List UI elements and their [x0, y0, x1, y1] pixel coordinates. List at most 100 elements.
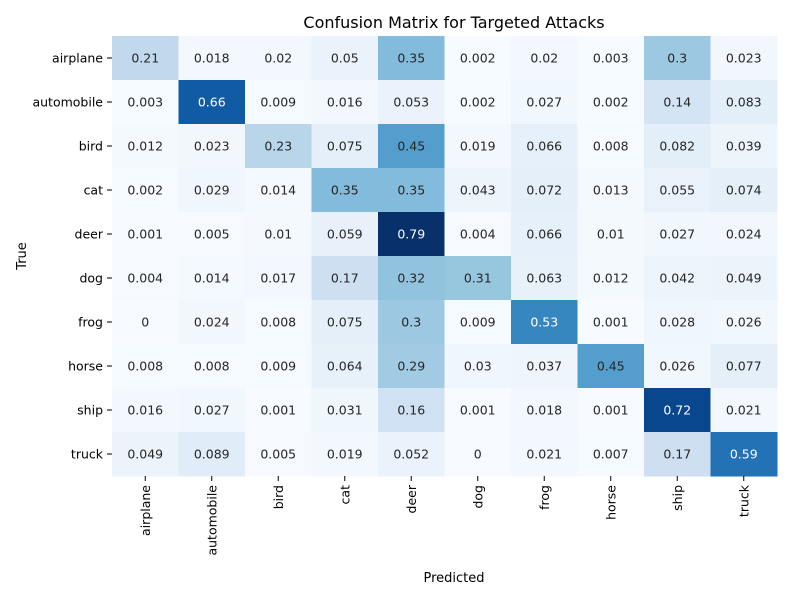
heatmap-cell — [378, 168, 445, 213]
cell-value-label: 0.064 — [327, 359, 363, 374]
cell-value-label: 0.008 — [194, 359, 230, 374]
cell-value-label: 0.008 — [593, 139, 629, 154]
cell-value-label: 0.055 — [659, 183, 695, 198]
cell-value-label: 0.004 — [460, 227, 496, 242]
heatmap-cell — [444, 256, 512, 301]
heatmap-cell — [644, 300, 711, 345]
heatmap-cell — [710, 388, 778, 433]
cell-value-label: 0.014 — [260, 183, 296, 198]
cell-value-label: 0.074 — [726, 183, 762, 198]
cell-value-label: 0.042 — [659, 271, 695, 286]
heatmap-cell — [710, 432, 778, 477]
cell-value-label: 0.016 — [327, 95, 363, 110]
cell-value-label: 0.001 — [593, 403, 629, 418]
heatmap-cell — [378, 124, 445, 169]
heatmap-cell — [245, 124, 312, 169]
cell-value-label: 0.039 — [726, 139, 762, 154]
heatmap-cells: 0.21 0.018 0.02 0.05 0.35 0.002 0.02 0.003 0.3 0.… — [112, 36, 778, 477]
x-tick-label: airplane — [138, 485, 153, 536]
cell-value-label: 0.45 — [397, 139, 425, 154]
cell-value-label: 0.3 — [667, 51, 687, 66]
heatmap-cell — [245, 300, 312, 345]
heatmap-cell — [511, 36, 578, 81]
heatmap-cell — [245, 388, 312, 433]
heatmap-cell — [112, 36, 179, 81]
heatmap-cell — [710, 36, 778, 81]
cell-value-label: 0.03 — [464, 359, 492, 374]
cell-value-label: 0.002 — [593, 95, 629, 110]
heatmap-cell — [245, 212, 312, 257]
cell-value-label: 0.17 — [331, 271, 359, 286]
y-tick-label: deer — [75, 227, 104, 242]
cell-value-label: 0.001 — [260, 403, 296, 418]
cell-value-label: 0.009 — [260, 359, 296, 374]
cell-value-label: 0.21 — [131, 51, 159, 66]
cell-value-label: 0.083 — [726, 95, 762, 110]
cell-value-label: 0.021 — [526, 447, 562, 462]
cell-value-label: 0.001 — [593, 315, 629, 330]
heatmap-cell — [444, 388, 512, 433]
cell-value-label: 0.32 — [397, 271, 425, 286]
heatmap-cell — [511, 344, 578, 389]
heatmap-cell — [112, 80, 179, 125]
cell-value-label: 0.023 — [194, 139, 230, 154]
cell-value-label: 0.024 — [194, 315, 230, 330]
heatmap-cell — [378, 344, 445, 389]
heatmap-cell — [511, 212, 578, 257]
heatmap-cell — [577, 36, 645, 81]
heatmap-cell — [444, 80, 512, 125]
heatmap-cell — [311, 256, 379, 301]
heatmap-cell — [311, 36, 379, 81]
heatmap-cell — [311, 388, 379, 433]
heatmap-cell — [511, 168, 578, 213]
heatmap-cell — [511, 256, 578, 301]
cell-value-label: 0.35 — [397, 51, 425, 66]
heatmap-cell — [378, 212, 445, 257]
heatmap-cell — [644, 168, 711, 213]
heatmap-cell — [178, 212, 246, 257]
cell-value-label: 0.072 — [526, 183, 562, 198]
y-tick-label: ship — [77, 403, 103, 418]
cell-value-label: 0.16 — [397, 403, 425, 418]
y-axis-label: True — [15, 242, 30, 271]
cell-value-label: 0.53 — [530, 315, 558, 330]
cell-value-label: 0.077 — [726, 359, 762, 374]
heatmap-cell — [311, 168, 379, 213]
heatmap-cell — [644, 256, 711, 301]
cell-value-label: 0.053 — [393, 95, 429, 110]
y-tick-label: airplane — [52, 51, 103, 66]
cell-value-label: 0.23 — [264, 139, 292, 154]
heatmap-cell — [444, 168, 512, 213]
heatmap-cell — [112, 344, 179, 389]
heatmap-cell — [378, 80, 445, 125]
heatmap-cell — [577, 256, 645, 301]
cell-value-label: 0.17 — [663, 447, 691, 462]
cell-value-label: 0.066 — [526, 227, 562, 242]
cell-value-label: 0.012 — [127, 139, 163, 154]
heatmap-cell — [444, 124, 512, 169]
heatmap-cell — [112, 300, 179, 345]
heatmap-cell — [311, 80, 379, 125]
cell-value-label: 0.026 — [726, 315, 762, 330]
cell-value-label: 0.3 — [401, 315, 421, 330]
cell-value-label: 0.027 — [659, 227, 695, 242]
cell-value-label: 0.001 — [460, 403, 496, 418]
cell-value-label: 0.66 — [198, 95, 226, 110]
heatmap-cell — [644, 212, 711, 257]
heatmap-cell — [710, 256, 778, 301]
heatmap-cell — [245, 256, 312, 301]
cell-value-label: 0.002 — [460, 95, 496, 110]
cell-value-label: 0.008 — [260, 315, 296, 330]
heatmap-cell — [245, 80, 312, 125]
x-tick-label: automobile — [204, 485, 219, 556]
cell-value-label: 0.043 — [460, 183, 496, 198]
x-tick-label: bird — [271, 485, 286, 509]
heatmap-cell — [112, 256, 179, 301]
cell-value-label: 0.037 — [526, 359, 562, 374]
y-tick-label: cat — [84, 183, 104, 198]
heatmap-cell — [178, 256, 246, 301]
heatmap-cell — [178, 388, 246, 433]
cell-value-label: 0.003 — [127, 95, 163, 110]
cell-value-label: 0.017 — [260, 271, 296, 286]
heatmap-cell — [644, 344, 711, 389]
